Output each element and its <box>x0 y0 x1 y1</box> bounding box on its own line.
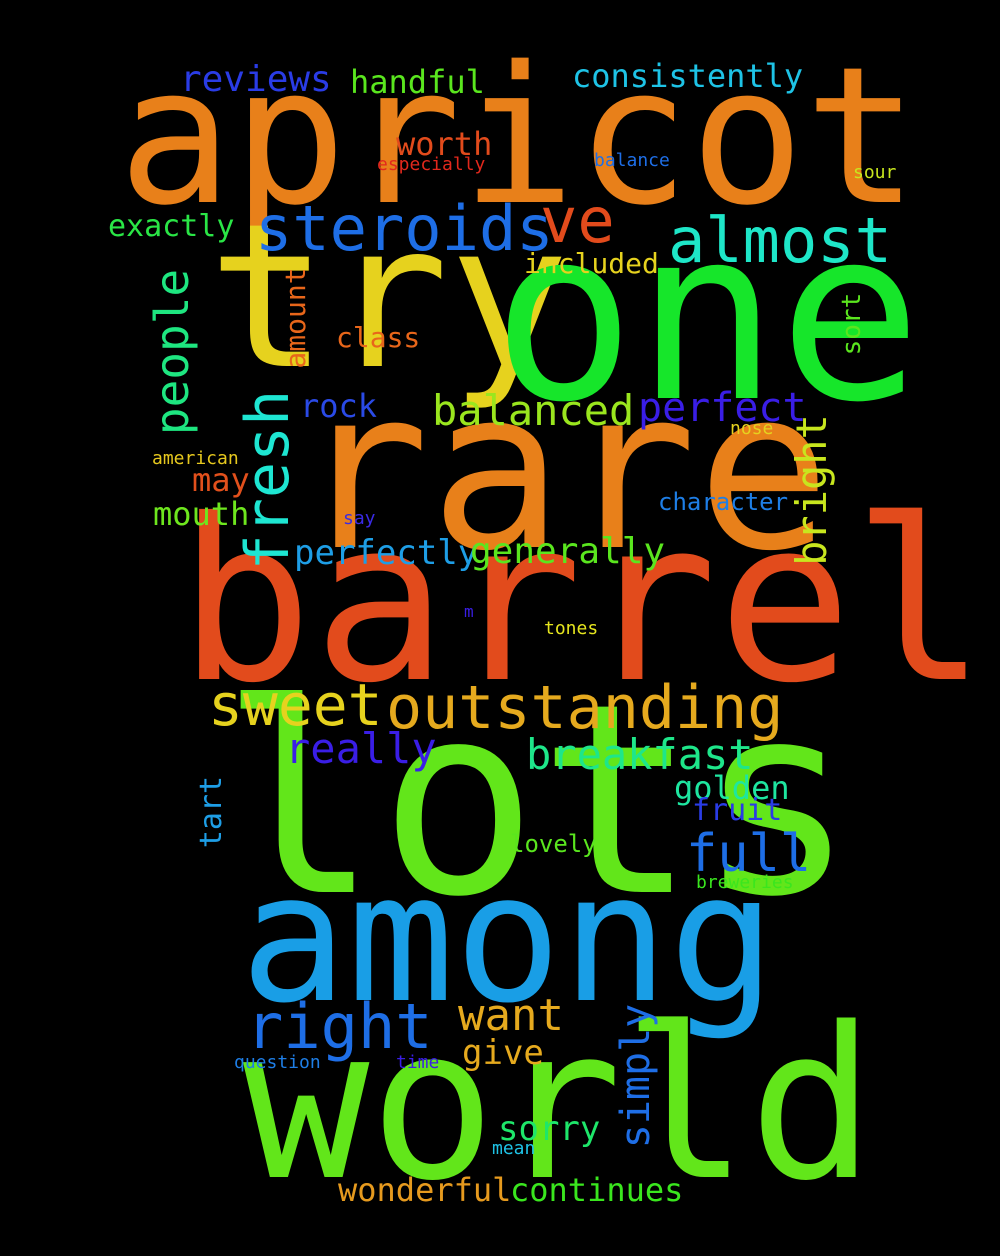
word-continues: continues <box>510 1171 684 1209</box>
word-class: class <box>336 321 421 354</box>
word-especially: especially <box>377 154 486 175</box>
word-really: really <box>285 724 437 773</box>
word-nose: nose <box>730 418 774 439</box>
word-exactly: exactly <box>108 209 235 244</box>
word-world: world <box>243 982 876 1227</box>
word-question: question <box>234 1052 321 1073</box>
word-mean: mean <box>492 1138 536 1159</box>
word-sorry: sorry <box>498 1109 601 1149</box>
word-golden: golden <box>674 769 790 807</box>
word-balanced: balanced <box>432 386 635 435</box>
word-breakfast: breakfast <box>526 730 754 779</box>
word-full: full <box>686 824 812 884</box>
word-rock: rock <box>300 387 378 425</box>
word-time: time <box>396 1052 440 1073</box>
word-simply: simply <box>613 1003 659 1149</box>
word-rare: rare <box>296 342 831 600</box>
word-outstanding: outstanding <box>386 673 784 743</box>
word-one: one <box>492 178 922 455</box>
word-steroids: steroids <box>255 192 554 265</box>
word-apricot: apricot <box>118 26 919 247</box>
word-balance: balance <box>594 150 670 171</box>
word-try: try <box>208 181 570 414</box>
word-fresh: fresh <box>233 389 303 571</box>
word-perfectly: perfectly <box>294 533 479 573</box>
word-mouth: mouth <box>153 495 250 533</box>
word-consistently: consistently <box>572 57 804 95</box>
word-fruit: fruit <box>692 793 783 828</box>
word-reviews: reviews <box>180 59 332 100</box>
word-sour: sour <box>853 162 897 183</box>
word-may: may <box>192 461 250 499</box>
word-generally: generally <box>470 531 666 572</box>
word-perfect: perfect <box>638 385 807 431</box>
word-sort: sort <box>837 292 867 356</box>
word-among: among <box>240 835 776 1042</box>
word-tart: tart <box>194 775 229 849</box>
word-wonderful: wonderful <box>338 1171 512 1209</box>
word-sweet: sweet <box>208 671 383 739</box>
word-included: included <box>524 247 659 280</box>
word-give: give <box>462 1033 544 1073</box>
word-m: m <box>464 602 474 621</box>
word-bright: bright <box>787 414 836 566</box>
word-people: people <box>145 268 199 436</box>
word-tones: tones <box>544 618 599 639</box>
word-ve: ve <box>540 184 615 257</box>
word-barrel: barrel <box>178 471 988 732</box>
word-american: american <box>152 448 239 469</box>
word-say: say <box>343 508 376 529</box>
word-lots: lots <box>220 648 856 955</box>
word-worth: worth <box>396 125 493 163</box>
word-lovely: lovely <box>510 830 597 858</box>
word-breweries: breweries <box>696 872 794 893</box>
word-right: right <box>246 990 433 1063</box>
word-amount: amount <box>279 267 312 369</box>
word-handful: handful <box>350 63 485 101</box>
word-want: want <box>458 990 564 1041</box>
word-character: character <box>658 488 789 516</box>
word-almost: almost <box>668 204 892 277</box>
